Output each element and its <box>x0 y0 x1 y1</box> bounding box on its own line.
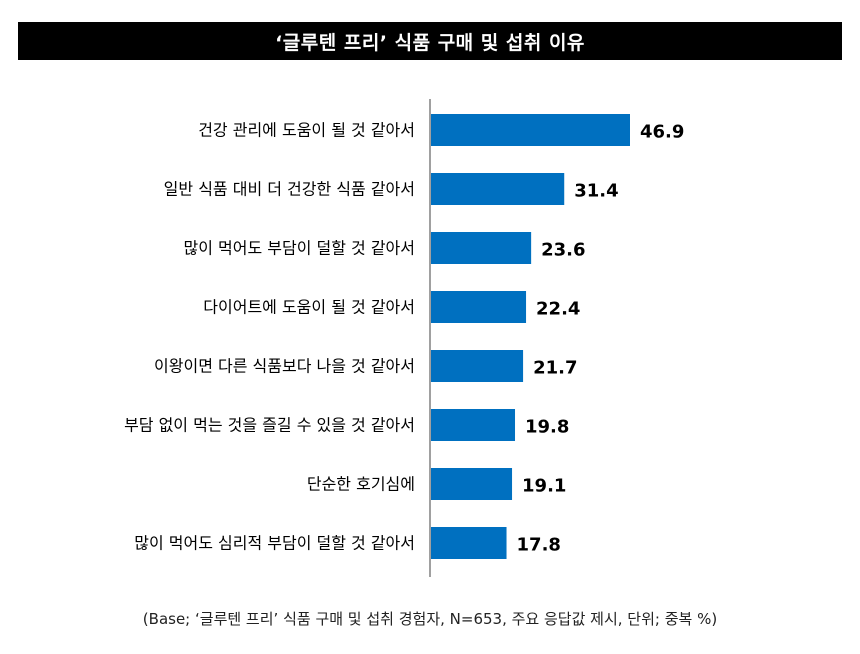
footnote: (Base; ‘글루텐 프리’ 식품 구매 및 섭취 경험자, N=653, 주… <box>142 610 718 628</box>
category-label: 다이어트에 도움이 될 것 같아서 <box>203 298 415 317</box>
bar <box>431 291 527 323</box>
category-label: 단순한 호기심에 <box>307 475 415 494</box>
title-bar: ‘글루텐 프리’ 식품 구매 및 섭취 이유 <box>18 22 842 60</box>
data-label: 19.8 <box>525 417 569 438</box>
bar <box>431 173 565 205</box>
category-label: 일반 식품 대비 더 건강한 식품 같아서 <box>164 180 415 199</box>
category-label: 부담 없이 먹는 것을 즐길 수 있을 것 같아서 <box>124 416 415 435</box>
data-label: 22.4 <box>536 299 580 320</box>
bar <box>431 350 524 382</box>
category-label: 이왕이면 다른 식품보다 나을 것 같아서 <box>154 357 415 376</box>
category-label: 많이 먹어도 부담이 덜할 것 같아서 <box>183 239 415 258</box>
data-label: 46.9 <box>640 122 684 143</box>
chart-title: ‘글루텐 프리’ 식품 구매 및 섭취 이유 <box>275 31 585 54</box>
bar <box>431 114 630 146</box>
data-label: 31.4 <box>574 181 618 202</box>
data-label: 17.8 <box>517 535 561 556</box>
bar <box>431 468 513 500</box>
bar <box>431 527 507 559</box>
category-label: 많이 먹어도 심리적 부담이 덜할 것 같아서 <box>134 534 415 553</box>
data-label: 23.6 <box>541 240 585 261</box>
data-label: 21.7 <box>533 358 577 379</box>
data-label: 19.1 <box>522 476 566 497</box>
bar <box>431 232 532 264</box>
category-label: 건강 관리에 도움이 될 것 같아서 <box>198 121 415 140</box>
bar <box>431 409 516 441</box>
